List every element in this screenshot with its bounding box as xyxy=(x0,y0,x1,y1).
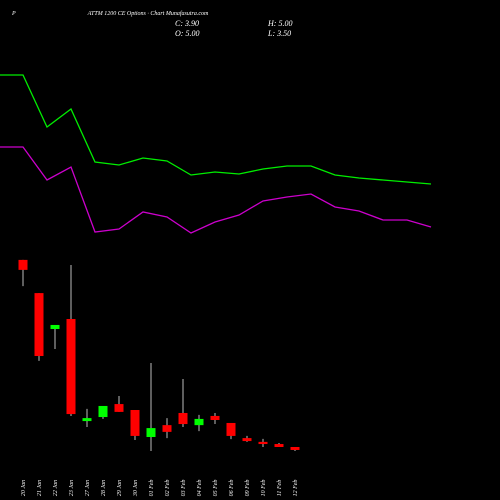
x-tick-label: 02 Feb xyxy=(165,480,171,497)
candle-body xyxy=(210,415,220,420)
candle-body xyxy=(178,412,188,425)
x-tick-label: 23 Jan xyxy=(69,480,75,496)
candle-body xyxy=(18,259,28,270)
x-tick-label: 01 Feb xyxy=(149,480,155,497)
candle-body xyxy=(98,405,108,418)
line-series xyxy=(0,146,432,234)
symbol: P xyxy=(11,11,16,17)
candle-body xyxy=(82,418,92,422)
candle-body xyxy=(290,447,300,450)
x-tick-label: 20 Jan xyxy=(21,480,27,496)
candle-body xyxy=(194,418,204,426)
candle-body xyxy=(242,438,252,442)
candle-body xyxy=(146,428,156,438)
x-tick-label: 09 Feb xyxy=(245,480,251,497)
candle-body xyxy=(162,425,172,432)
x-tick-label: 27 Jan xyxy=(85,480,91,496)
x-tick-label: 30 Jan xyxy=(133,480,139,497)
candle-body xyxy=(66,319,76,415)
low-label: L: 3.50 xyxy=(267,29,291,38)
candle-body xyxy=(258,441,268,445)
x-tick-label: 10 Feb xyxy=(261,480,267,497)
x-tick-label: 03 Feb xyxy=(181,480,187,497)
candle-body xyxy=(226,422,236,436)
x-tick-label: 05 Feb xyxy=(213,480,219,497)
chart-title: ATTM 1200 CE Options · Chart Munafasutra… xyxy=(87,10,209,17)
x-tick-label: 29 Jan xyxy=(117,480,123,496)
close-label: C: 3.90 xyxy=(175,19,199,28)
x-tick-label: 06 Feb xyxy=(229,480,235,497)
x-tick-label: 04 Feb xyxy=(196,480,203,497)
candle-body xyxy=(130,410,140,436)
x-tick-label: 28 Jan xyxy=(101,480,107,496)
x-tick-label: 22 Jan xyxy=(53,480,59,496)
x-tick-label: 21 Jan xyxy=(37,480,43,496)
candle-body xyxy=(114,404,124,412)
x-tick-label: 12 Feb xyxy=(293,480,299,497)
candle-body xyxy=(274,444,284,447)
high-label: H: 5.00 xyxy=(267,19,292,28)
open-label: O: 5.00 xyxy=(175,29,199,38)
candle-body xyxy=(50,324,60,330)
candle-body xyxy=(34,293,44,357)
line-series xyxy=(0,74,432,185)
x-tick-label: 11 Feb xyxy=(277,480,283,496)
